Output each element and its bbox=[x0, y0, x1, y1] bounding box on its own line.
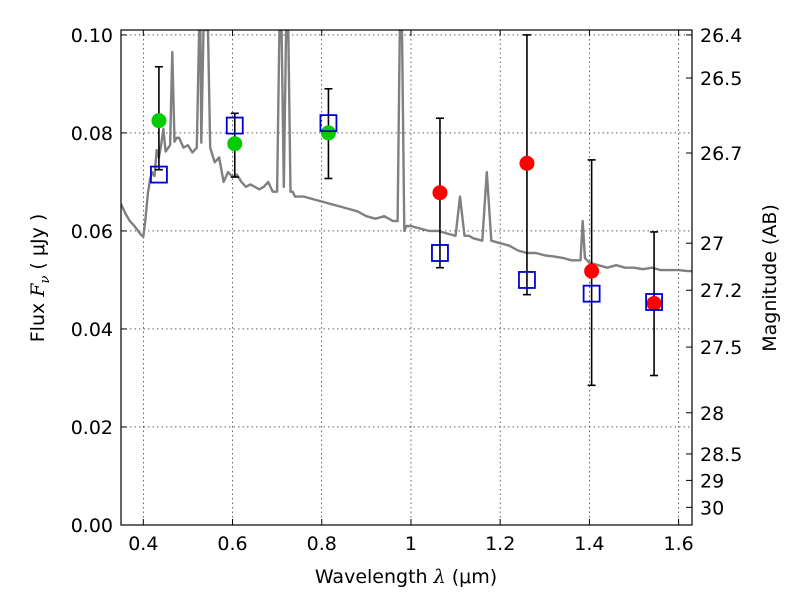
model-square bbox=[645, 293, 663, 311]
y-tick-label: 0.04 bbox=[71, 319, 113, 341]
y2-tick-label: 28 bbox=[700, 403, 724, 425]
x-tick-label: 0.6 bbox=[217, 533, 247, 555]
x-axis-symbol: λ bbox=[433, 566, 446, 588]
model-square bbox=[518, 271, 536, 289]
y-tick-label: 0.02 bbox=[71, 417, 113, 439]
grid bbox=[121, 30, 692, 525]
x-tick-label: 1 bbox=[405, 533, 417, 555]
model-square bbox=[582, 284, 601, 303]
data-point bbox=[584, 263, 600, 279]
axis-ticks: 0.4 0.6 0.8 1 1.2 1.4 1.6 0.00 0.02 0.04 0.06 0.08 0… bbox=[71, 25, 743, 555]
y2-tick-label: 29 bbox=[700, 470, 724, 492]
model-square bbox=[150, 165, 168, 184]
error-bars bbox=[154, 34, 659, 387]
y2-tick-label: 26.4 bbox=[700, 25, 742, 47]
x-tick-label: 0.4 bbox=[128, 533, 158, 555]
data-point bbox=[320, 125, 336, 141]
y-axis-label-text: Flux bbox=[27, 303, 49, 343]
y-axis-subscript: ν bbox=[38, 276, 53, 284]
plot-frame bbox=[120, 29, 693, 526]
y2-tick-label: 26.7 bbox=[700, 143, 742, 165]
spectrum-line bbox=[121, 30, 692, 273]
x-tick-label: 1.6 bbox=[664, 533, 694, 555]
y-tick-label: 0.08 bbox=[71, 123, 113, 145]
y2-tick-label: 26.5 bbox=[700, 68, 742, 90]
model-square bbox=[225, 116, 244, 135]
data-point bbox=[519, 155, 535, 171]
model-square bbox=[431, 244, 449, 262]
x-tick-label: 1.2 bbox=[485, 533, 515, 555]
y2-axis-label: Magnitude (AB) bbox=[759, 204, 781, 352]
data-point bbox=[432, 185, 448, 201]
y2-tick-label: 30 bbox=[700, 497, 724, 519]
y-tick-label: 0.00 bbox=[71, 515, 113, 537]
x-axis-label-text: Wavelength bbox=[315, 566, 428, 588]
y-axis-symbol: F bbox=[27, 283, 49, 298]
y2-tick-label: 28.5 bbox=[700, 444, 742, 466]
y2-tick-label: 27.2 bbox=[700, 280, 742, 302]
model-square bbox=[319, 114, 338, 133]
data-point bbox=[227, 136, 243, 152]
data-point bbox=[151, 113, 167, 129]
y-axis-label: Flux Fν ( μJy ) bbox=[27, 214, 53, 343]
x-tick-label: 1.4 bbox=[574, 533, 604, 555]
x-axis-unit: (μm) bbox=[452, 566, 497, 588]
x-axis-label: Wavelength λ (μm) bbox=[315, 566, 497, 588]
y2-tick-label: 27.5 bbox=[700, 337, 742, 359]
x-tick-label: 0.8 bbox=[307, 533, 337, 555]
y-tick-label: 0.06 bbox=[71, 221, 113, 243]
y-axis-unit: ( μJy ) bbox=[27, 214, 49, 270]
model-spectrum bbox=[121, 30, 692, 273]
data-point bbox=[646, 295, 662, 311]
y2-tick-label: 27 bbox=[700, 233, 724, 255]
data-markers bbox=[150, 113, 663, 311]
y-tick-label: 0.10 bbox=[71, 25, 113, 47]
